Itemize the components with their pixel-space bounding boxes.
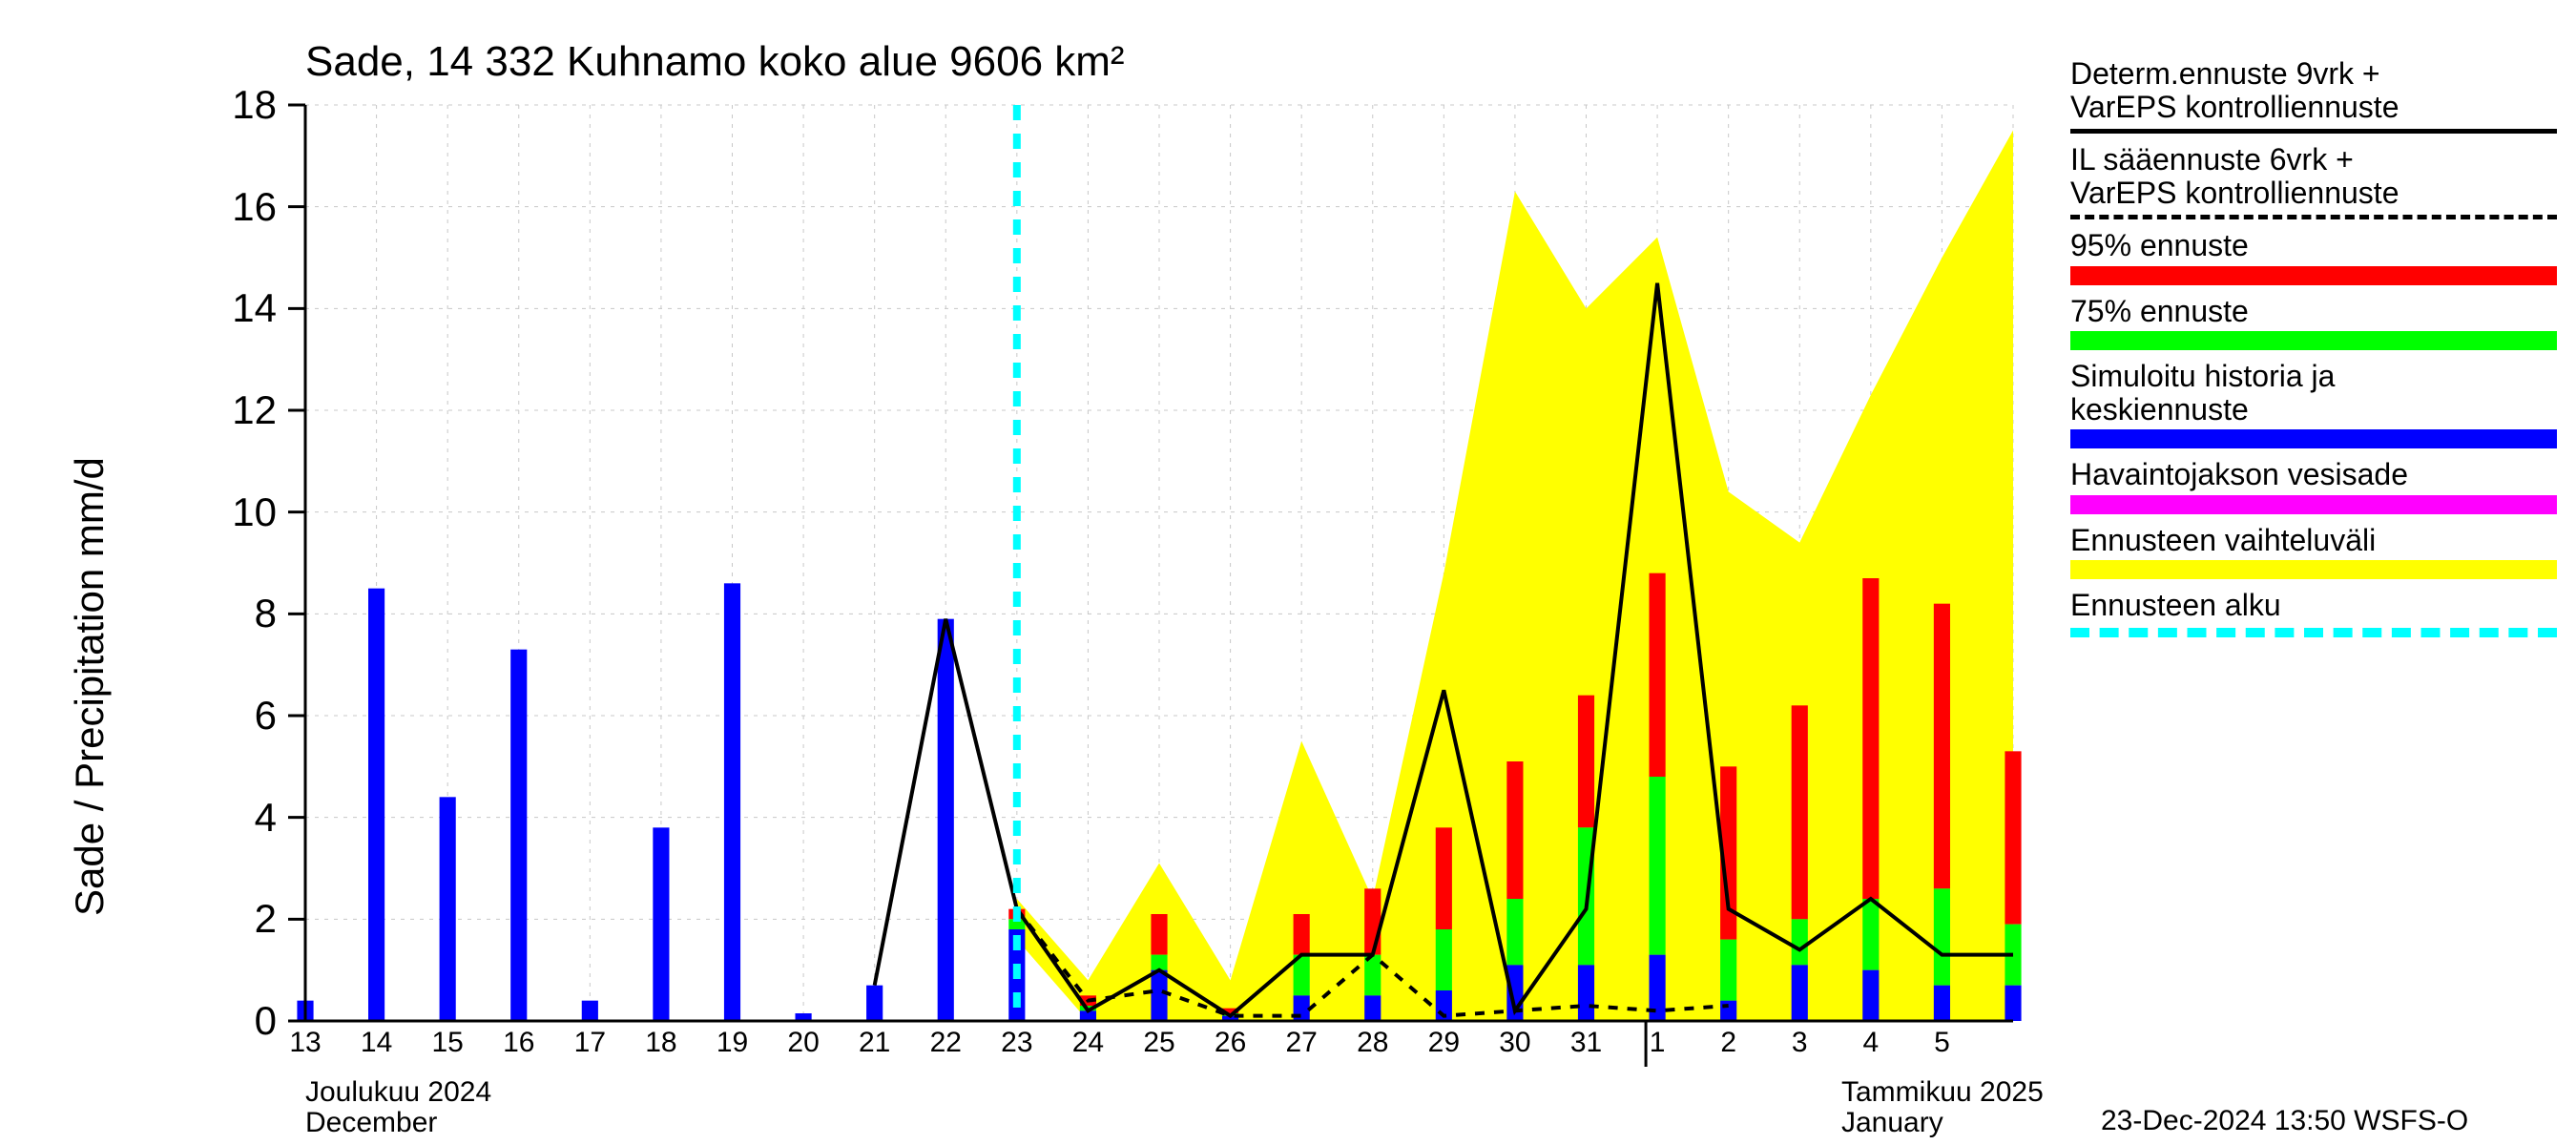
x-tick: 19 <box>704 1027 761 1059</box>
legend-swatch <box>2070 266 2557 285</box>
x-tick: 17 <box>561 1027 618 1059</box>
x-tick: 25 <box>1131 1027 1188 1059</box>
x-tick: 27 <box>1273 1027 1330 1059</box>
x-tick: 30 <box>1486 1027 1544 1059</box>
x-tick: 1 <box>1629 1027 1686 1059</box>
legend-label: Determ.ennuste 9vrk +VarEPS kontrollienn… <box>2070 57 2557 123</box>
legend-label: IL sääennuste 6vrk + VarEPS kontrollienn… <box>2070 143 2557 209</box>
x-tick: 15 <box>419 1027 476 1059</box>
x-tick: 22 <box>917 1027 974 1059</box>
y-tick: 14 <box>191 285 277 331</box>
legend-item: 95% ennuste <box>2070 229 2557 285</box>
x-tick: 5 <box>1913 1027 1970 1059</box>
x-tick: 31 <box>1558 1027 1615 1059</box>
footer-timestamp: 23-Dec-2024 13:50 WSFS-O <box>2101 1105 2468 1137</box>
y-tick: 0 <box>191 998 277 1044</box>
x-tick: 28 <box>1344 1027 1402 1059</box>
month-jan-en: January <box>1841 1107 1943 1139</box>
y-tick: 12 <box>191 387 277 433</box>
y-tick: 4 <box>191 795 277 841</box>
legend-item: Ennusteen vaihteluväli <box>2070 524 2557 580</box>
x-tick: 24 <box>1059 1027 1116 1059</box>
month-dec-en: December <box>305 1107 437 1139</box>
legend-line-cyan <box>2070 628 2557 637</box>
plot-svg <box>305 105 2013 1021</box>
x-tick: 18 <box>633 1027 690 1059</box>
legend-line-dashed <box>2070 215 2557 219</box>
legend-item: IL sääennuste 6vrk + VarEPS kontrollienn… <box>2070 143 2557 219</box>
x-tick: 23 <box>988 1027 1046 1059</box>
plot-area <box>305 105 2013 1021</box>
y-tick: 18 <box>191 82 277 128</box>
chart-title: Sade, 14 332 Kuhnamo koko alue 9606 km² <box>305 38 1125 86</box>
y-tick: 16 <box>191 184 277 230</box>
legend-label: 75% ennuste <box>2070 295 2557 328</box>
legend-label: Havaintojakson vesisade <box>2070 458 2557 491</box>
legend-swatch <box>2070 331 2557 350</box>
x-tick: 3 <box>1771 1027 1828 1059</box>
y-tick: 8 <box>191 591 277 636</box>
chart-container: Sade, 14 332 Kuhnamo koko alue 9606 km² … <box>0 0 2576 1145</box>
x-tick: 13 <box>277 1027 334 1059</box>
legend-item: Simuloitu historia jakeskiennuste <box>2070 360 2557 448</box>
month-jan-fi: Tammikuu 2025 <box>1841 1076 2044 1109</box>
legend-item: Ennusteen alku <box>2070 589 2557 637</box>
legend-swatch <box>2070 560 2557 579</box>
x-tick: 26 <box>1202 1027 1259 1059</box>
x-tick: 16 <box>490 1027 548 1059</box>
month-dec-fi: Joulukuu 2024 <box>305 1076 491 1109</box>
legend-label: Simuloitu historia jakeskiennuste <box>2070 360 2557 426</box>
legend-item: Havaintojakson vesisade <box>2070 458 2557 514</box>
y-tick: 6 <box>191 693 277 739</box>
y-tick: 2 <box>191 896 277 942</box>
x-tick: 4 <box>1842 1027 1900 1059</box>
legend-swatch <box>2070 495 2557 514</box>
x-tick: 21 <box>846 1027 904 1059</box>
legend-label: 95% ennuste <box>2070 229 2557 262</box>
legend-item: Determ.ennuste 9vrk +VarEPS kontrollienn… <box>2070 57 2557 134</box>
y-axis-label: Sade / Precipitation mm/d <box>67 457 113 916</box>
x-tick: 20 <box>775 1027 832 1059</box>
legend: Determ.ennuste 9vrk +VarEPS kontrollienn… <box>2070 57 2557 647</box>
legend-label: Ennusteen vaihteluväli <box>2070 524 2557 557</box>
x-tick: 14 <box>348 1027 405 1059</box>
legend-label: Ennusteen alku <box>2070 589 2557 622</box>
legend-item: 75% ennuste <box>2070 295 2557 351</box>
x-tick: 2 <box>1700 1027 1757 1059</box>
legend-line-solid <box>2070 129 2557 134</box>
x-tick: 29 <box>1415 1027 1472 1059</box>
legend-swatch <box>2070 429 2557 448</box>
y-tick: 10 <box>191 489 277 535</box>
